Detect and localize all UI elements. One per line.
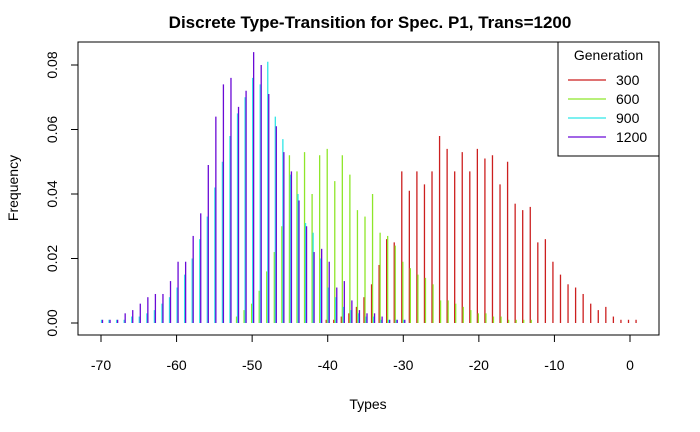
legend-label-900: 900 [616,110,640,126]
x-tick-label: 0 [626,357,634,373]
x-axis: -70 -60 -50 -40 -30 -20 -10 0 [91,334,634,373]
x-tick-label: -60 [166,357,186,373]
x-tick-label: -50 [242,357,262,373]
y-axis-label: Frequency [5,155,21,221]
x-tick-label: -70 [91,357,111,373]
y-tick-label: 0.08 [44,51,60,78]
x-tick-label: -30 [393,357,413,373]
legend-label-300: 300 [616,72,640,88]
y-axis: 0.00 0.02 0.04 0.06 0.08 [44,51,79,337]
bars-layer [100,52,637,323]
y-tick-label: 0.02 [44,245,60,272]
legend-label-1200: 1200 [616,129,647,145]
series-900 [100,61,405,323]
legend: Generation 300 600 900 1200 [557,41,660,157]
series-600 [235,148,532,323]
x-tick-label: -20 [469,357,489,373]
x-axis-label: Types [349,396,386,412]
legend-label-600: 600 [616,91,640,107]
y-tick-label: 0.04 [44,180,60,207]
legend-title: Generation [574,47,643,63]
y-tick-label: 0.06 [44,116,60,143]
series-1200 [101,52,406,323]
series-300 [325,135,637,323]
y-tick-label: 0.00 [44,309,60,336]
x-tick-label: -40 [318,357,338,373]
chart-title: Discrete Type-Transition for Spec. P1, T… [169,13,572,32]
x-tick-label: -10 [544,357,564,373]
